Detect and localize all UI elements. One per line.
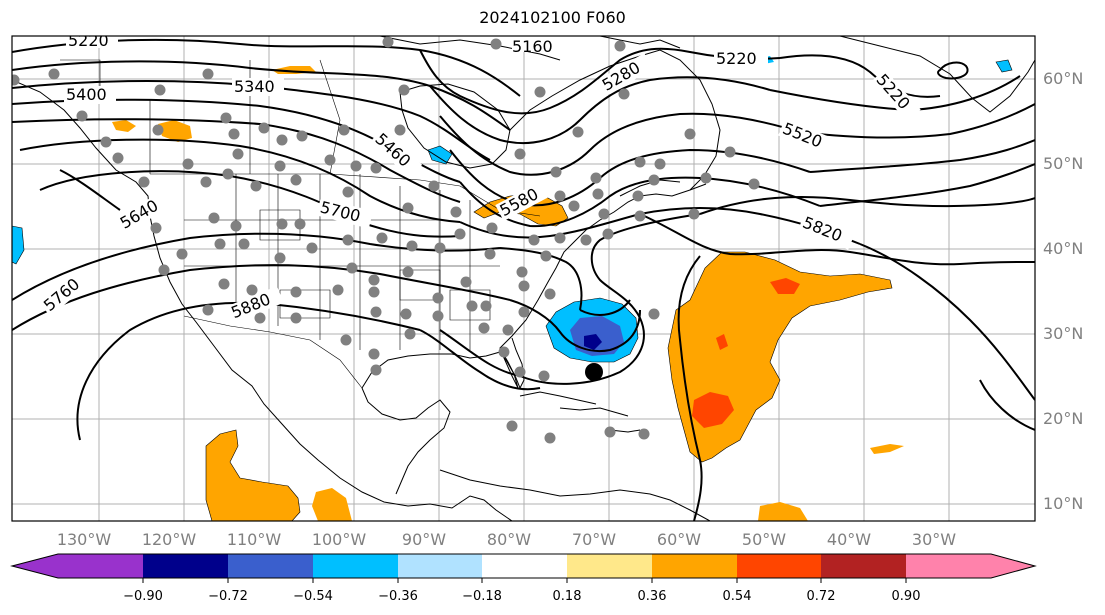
strong-anomaly-patch-3: [716, 334, 728, 350]
lat-label-10n: 10°N: [1043, 494, 1083, 513]
colorbar: −0.90 −0.72 −0.54 −0.36 −0.18 0.18 0.36 …: [10, 553, 1037, 604]
contour-label: 5400: [66, 85, 107, 104]
lon-label-110w: 110°W: [227, 530, 282, 549]
colorbar-tick: −0.54: [293, 589, 333, 604]
contour-label: 5160: [512, 37, 553, 56]
map-title: 2024102100 F060: [479, 8, 626, 27]
colorbar-tick: −0.18: [462, 589, 502, 604]
strong-anomaly-patch-1: [692, 392, 734, 428]
strong-anomaly-patch-2: [770, 278, 800, 294]
lat-label-40n: 40°N: [1043, 239, 1083, 258]
lat-label-60n: 60°N: [1043, 69, 1083, 88]
colorbar-tick: 0.36: [638, 589, 667, 604]
colorbar-tick: 0.54: [723, 589, 752, 604]
lon-label-80w: 80°W: [487, 530, 531, 549]
station-markers: [12, 36, 760, 444]
lat-label-50n: 50°N: [1043, 154, 1083, 173]
contour-label: 5220: [716, 49, 757, 68]
lat-label-20n: 20°N: [1043, 409, 1083, 428]
storm-center-marker: [585, 363, 603, 381]
lon-label-40w: 40°W: [827, 530, 871, 549]
contour-label: 5340: [234, 77, 275, 96]
colorbar-tick: 0.90: [892, 589, 921, 604]
lon-label-50w: 50°W: [742, 530, 786, 549]
contour-label: 5220: [68, 31, 109, 50]
lon-label-30w: 30°W: [912, 530, 956, 549]
lat-label-30n: 30°N: [1043, 324, 1083, 343]
colorbar-extend-low: [12, 554, 58, 578]
lon-label-130w: 130°W: [57, 530, 112, 549]
colorbar-tick: −0.72: [208, 589, 248, 604]
colorbar-tick: −0.90: [123, 589, 163, 604]
positive-anomaly-mexico: [205, 429, 301, 521]
lon-label-60w: 60°W: [657, 530, 701, 549]
colorbar-tick: 0.18: [553, 589, 582, 604]
colorbar-tick: −0.36: [378, 589, 418, 604]
map-border: [11, 35, 1036, 522]
lon-label-100w: 100°W: [312, 530, 367, 549]
colorbar-extend-high: [991, 554, 1035, 578]
colorbar-tick: 0.72: [807, 589, 836, 604]
anomaly-shading: [12, 56, 1013, 521]
latitude-labels: 60°N 50°N 40°N 30°N 20°N 10°N: [1043, 69, 1083, 513]
lon-label-70w: 70°W: [572, 530, 616, 549]
longitude-labels: 130°W 120°W 110°W 100°W 90°W 80°W 70°W 6…: [57, 530, 956, 549]
coastlines: [12, 36, 1035, 521]
lon-label-90w: 90°W: [402, 530, 446, 549]
lon-label-120w: 120°W: [142, 530, 197, 549]
